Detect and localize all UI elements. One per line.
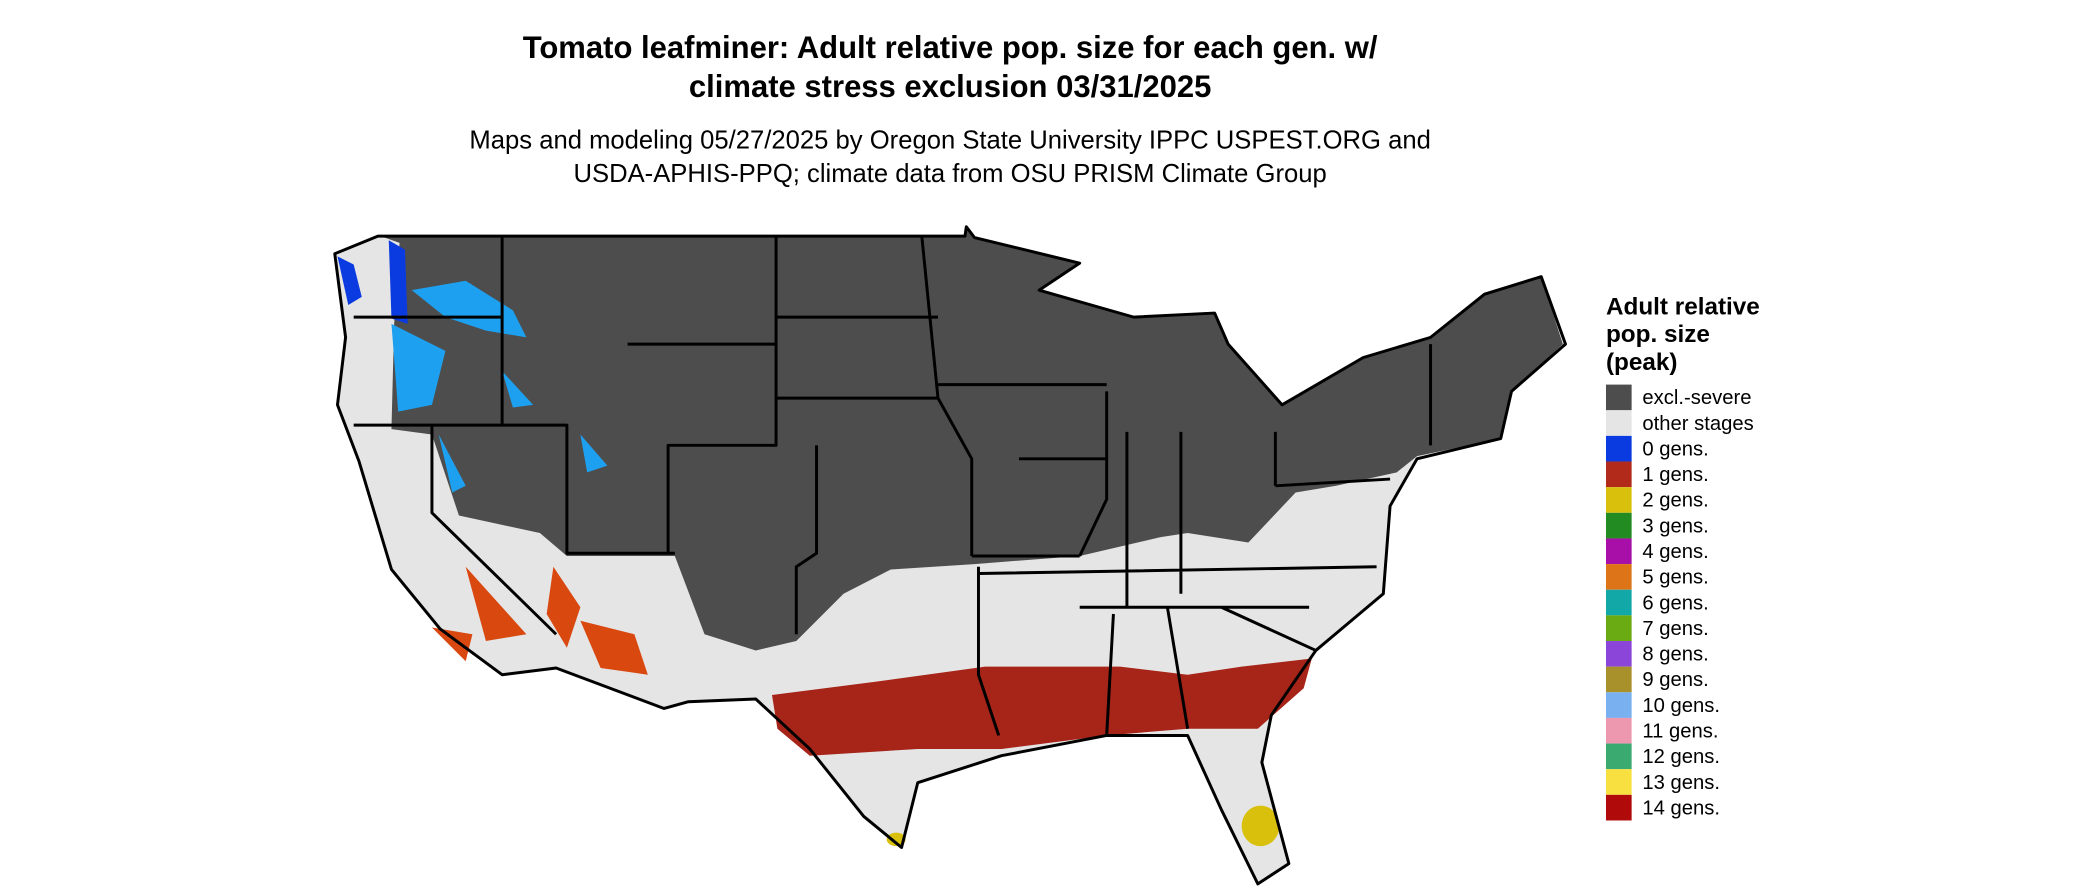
legend-swatch — [1605, 461, 1632, 488]
title: Tomato leafminer: Adult relative pop. si… — [523, 30, 1378, 65]
legend-swatch — [1605, 410, 1632, 436]
us-map — [333, 225, 1567, 886]
legend-label: 8 gens. — [1642, 644, 1708, 666]
legend-label: 9 gens. — [1642, 669, 1708, 691]
one-gen-region — [772, 658, 1312, 756]
legend-swatch — [1605, 487, 1632, 513]
legend-swatch — [1605, 640, 1632, 667]
legend-swatch — [1605, 717, 1632, 744]
zero-gen-patch — [337, 240, 408, 324]
legend-swatch — [1605, 512, 1632, 539]
legend-label: 14 gens. — [1642, 797, 1720, 819]
legend-swatch — [1605, 666, 1632, 693]
legend-label: 7 gens. — [1642, 618, 1708, 640]
legend-swatch — [1605, 769, 1632, 795]
legend-swatch — [1605, 794, 1632, 821]
legend-label: 1 gens. — [1642, 464, 1708, 486]
legend-label: 11 gens. — [1642, 720, 1718, 742]
excluded-region — [380, 226, 1563, 651]
titles: Tomato leafminer: Adult relative pop. si… — [469, 30, 1430, 188]
legend-label: 13 gens. — [1642, 772, 1720, 794]
subtitle: USDA-APHIS-PPQ; climate data from OSU PR… — [573, 160, 1326, 188]
legend-swatch — [1605, 615, 1632, 641]
state-border — [353, 236, 1433, 736]
legend-label: 2 gens. — [1642, 490, 1708, 512]
legend-label: other stages — [1642, 413, 1753, 435]
one-gen-region — [431, 566, 648, 675]
subtitle: Maps and modeling 05/27/2025 by Oregon S… — [469, 126, 1430, 154]
legend-label: 5 gens. — [1642, 567, 1708, 589]
legend-title: pop. size — [1606, 321, 1710, 348]
legend-swatch — [1605, 564, 1632, 590]
two-gen-patch — [886, 832, 906, 847]
legend-label: excl.-severe — [1642, 387, 1751, 409]
legend-title: Adult relative — [1606, 293, 1760, 320]
legend-label: 10 gens. — [1642, 695, 1720, 717]
legend-swatch — [1605, 743, 1632, 770]
legend-label: 6 gens. — [1642, 592, 1708, 614]
legend-swatch — [1605, 435, 1632, 462]
legend-label: 12 gens. — [1642, 746, 1720, 768]
legend-title: (peak) — [1606, 349, 1678, 376]
legend-label: 4 gens. — [1642, 541, 1708, 563]
legend-swatch — [1605, 538, 1632, 565]
legend-swatch — [1605, 384, 1632, 411]
legend-label: 3 gens. — [1642, 515, 1708, 537]
country-border — [333, 225, 1567, 886]
legend-label: 0 gens. — [1642, 438, 1708, 460]
zero-gen-patch — [391, 280, 608, 493]
two-gen-patch — [1241, 805, 1280, 847]
title: climate stress exclusion 03/31/2025 — [689, 69, 1211, 104]
legend-swatch — [1605, 589, 1632, 616]
legend-swatch — [1605, 692, 1632, 718]
